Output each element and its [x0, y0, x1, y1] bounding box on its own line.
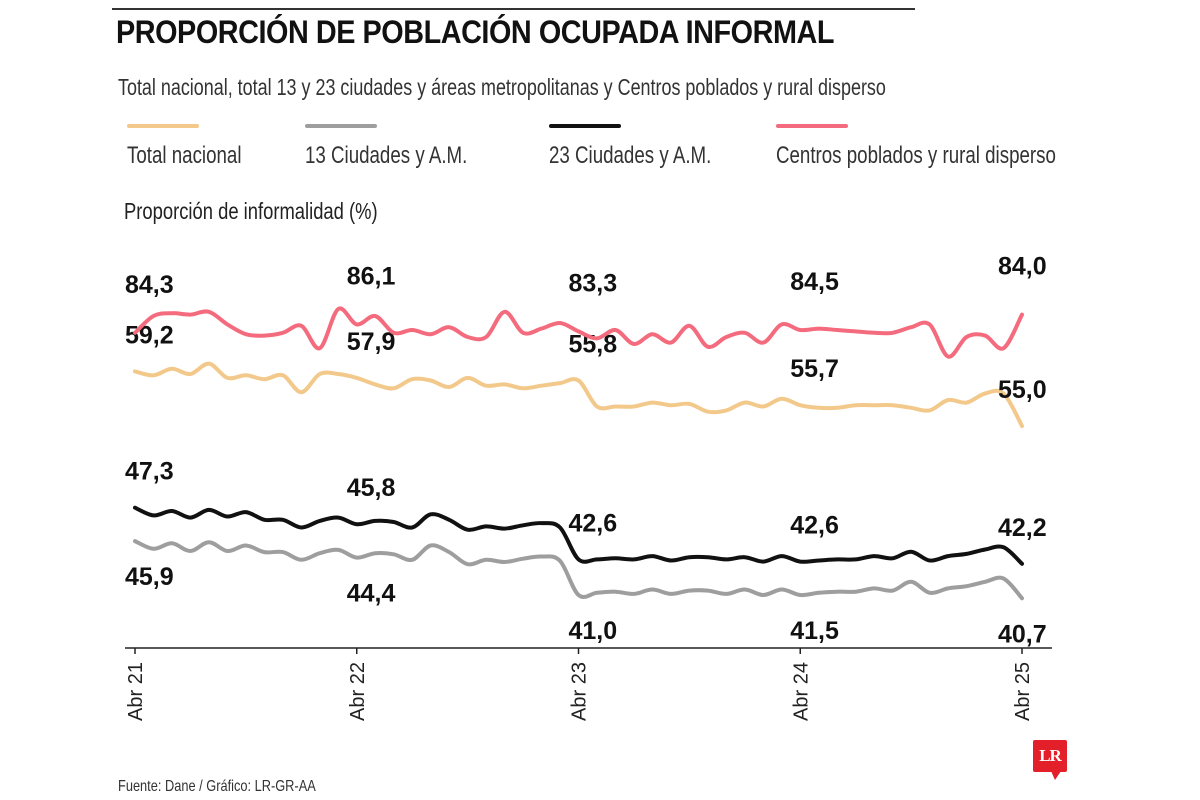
data-label: 41,5: [790, 617, 839, 645]
legend-swatch: [549, 124, 621, 128]
legend-swatch: [776, 124, 848, 128]
lr-logo-tail: [1051, 771, 1061, 780]
legend-label: Total nacional: [127, 142, 242, 169]
data-label: 55,7: [790, 355, 839, 383]
data-label: 55,0: [998, 376, 1047, 404]
top-rule: [112, 8, 915, 10]
data-label: 45,8: [347, 474, 396, 502]
y-axis-label: Proporción de informalidad (%): [124, 198, 378, 224]
legend-label: Centros poblados y rural disperso: [776, 142, 1056, 169]
data-label: 42,6: [790, 512, 839, 540]
lr-logo: LR: [1033, 740, 1067, 772]
data-label: 55,8: [569, 331, 618, 359]
legend-label: 23 Ciudades y A.M.: [549, 142, 712, 169]
x-tick-label: Abr 21: [125, 662, 147, 721]
x-tick-label: Abr 23: [569, 662, 591, 721]
x-tick-label: Abr 22: [347, 662, 369, 721]
data-label: 47,3: [125, 458, 174, 486]
series-line-total-nacional: [133, 361, 1024, 428]
chart-subtitle: Total nacional, total 13 y 23 ciudades y…: [118, 74, 886, 100]
data-label: 40,7: [998, 620, 1047, 648]
chart-title: PROPORCIÓN DE POBLACIÓN OCUPADA INFORMAL: [116, 14, 835, 50]
legend-swatch: [127, 124, 199, 128]
legend-swatch: [305, 124, 377, 128]
data-label: 41,0: [569, 617, 618, 645]
data-label: 44,4: [347, 580, 396, 608]
data-label: 45,9: [125, 563, 174, 591]
data-label: 84,5: [790, 268, 839, 296]
data-label: 57,9: [347, 328, 396, 356]
data-label: 59,2: [125, 321, 174, 349]
x-tick-label: Abr 25: [1012, 662, 1034, 721]
legend-label: 13 Ciudades y A.M.: [305, 142, 468, 169]
series-line-13-ciudades-y-a-m: [133, 539, 1024, 601]
data-label: 83,3: [569, 269, 618, 297]
x-tick-label: Abr 24: [790, 662, 812, 721]
data-label: 42,2: [998, 514, 1047, 542]
data-label: 84,3: [125, 271, 174, 299]
data-label: 42,6: [569, 509, 618, 537]
series-line-23-ciudades-y-a-m: [133, 505, 1024, 566]
series-line-centros-poblados-y-rural-disperso: [133, 306, 1024, 359]
data-label: 86,1: [347, 262, 396, 290]
data-label: 84,0: [998, 253, 1047, 281]
source-note: Fuente: Dane / Gráfico: LR-GR-AA: [118, 778, 316, 795]
